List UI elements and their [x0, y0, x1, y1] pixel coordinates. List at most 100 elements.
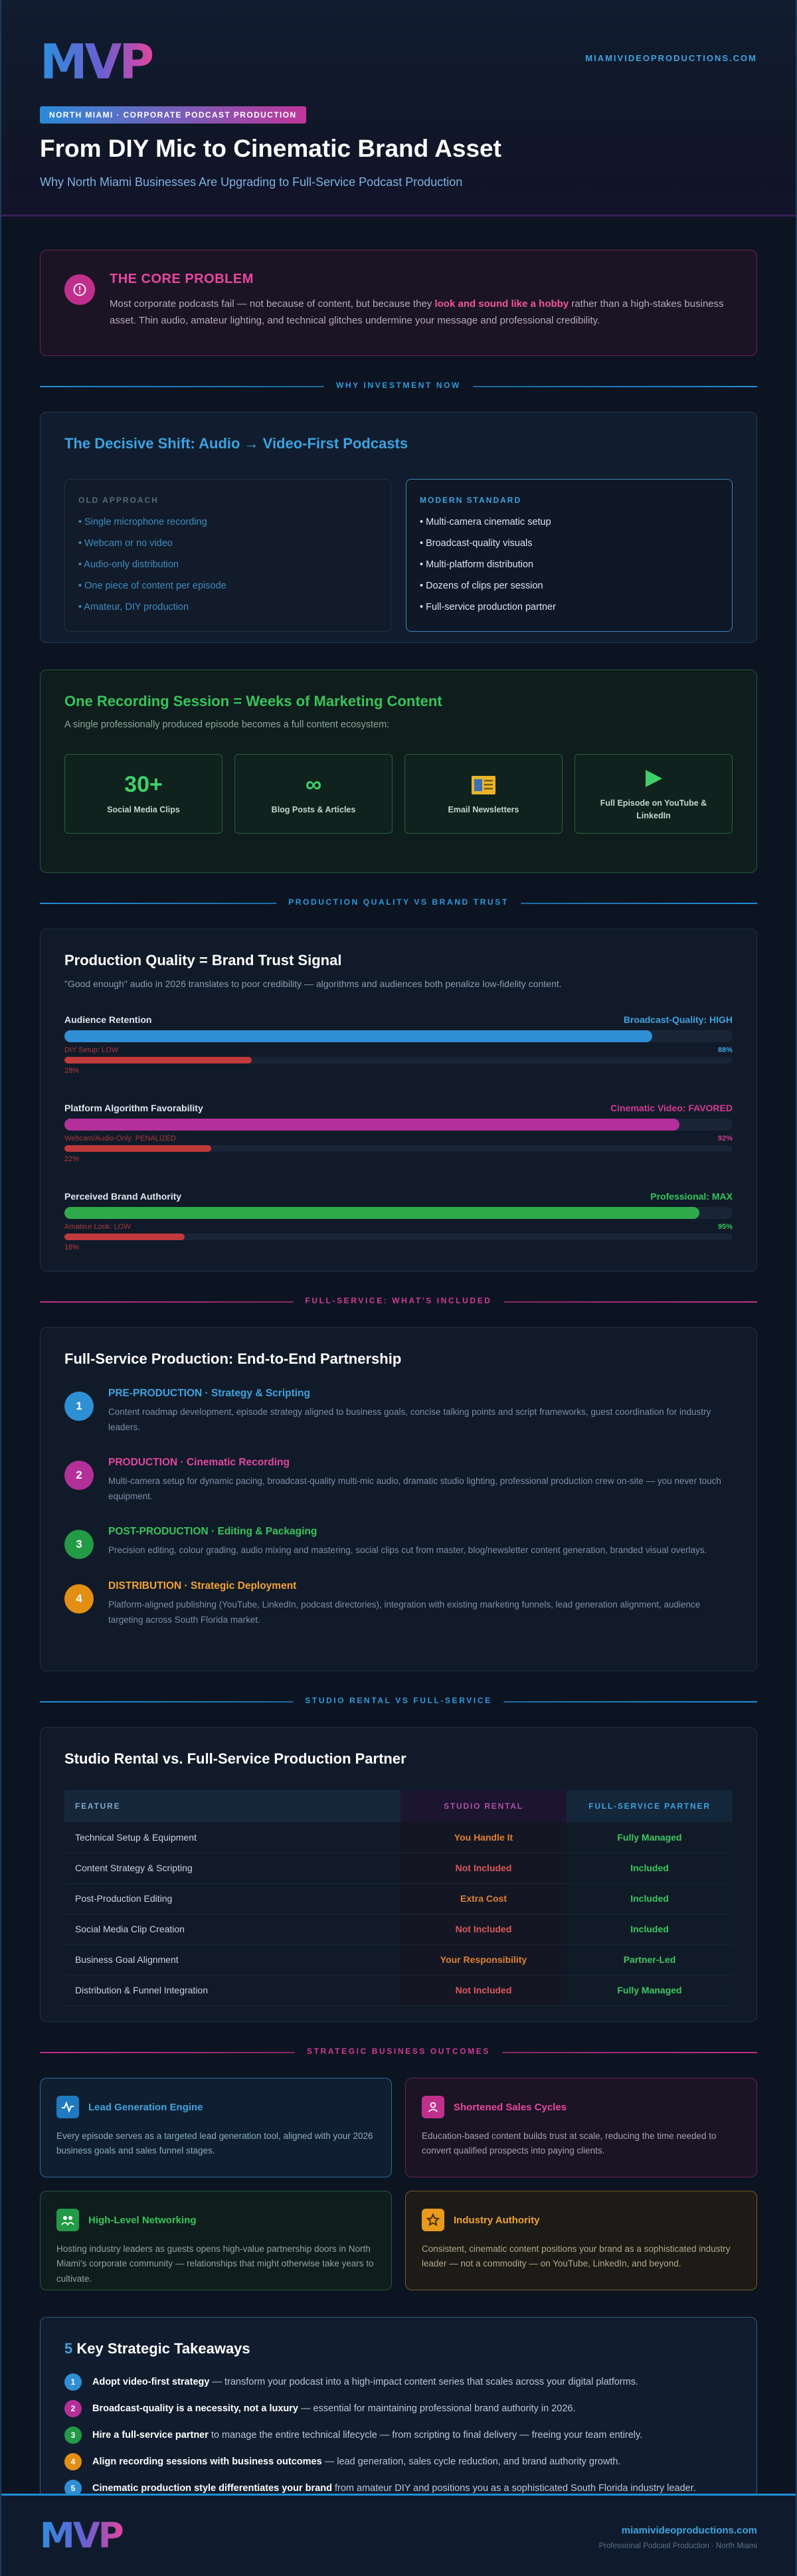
table-row: Social Media Clip Creation Not Included In…: [64, 1914, 733, 1945]
eyebrow-badge: NORTH MIAMI · CORPORATE PODCAST PRODUCTI…: [40, 106, 306, 124]
modern-item: • Dozens of clips per session: [420, 581, 543, 591]
cell-feature: Content Strategy & Scripting: [64, 1853, 400, 1884]
cell-feature: Technical Setup & Equipment: [64, 1822, 400, 1853]
outcome-title: Shortened Sales Cycles: [454, 2101, 567, 2113]
metric-high-pct: 88%: [717, 1046, 733, 1054]
step-description: Precision editing, colour grading, audio…: [108, 1544, 707, 1555]
old-item: • Single microphone recording: [78, 517, 207, 527]
old-item: • One piece of content per episode: [78, 581, 226, 591]
modern-item: • Multi-camera cinematic setup: [420, 517, 551, 527]
newsletter-icon: [471, 772, 496, 798]
site-url-link[interactable]: MIAMIVIDEOPRODUCTIONS.COM: [585, 53, 757, 63]
tile-social-clips: 30+ Social Media Clips: [64, 754, 222, 834]
metric-low-label: Amateur Look: LOW: [64, 1223, 131, 1231]
step-description: Content roadmap development, episode str…: [108, 1407, 711, 1432]
outcome-title: High-Level Networking: [88, 2214, 197, 2226]
takeaway-item: 3 Hire a full-service partner to manage t…: [64, 2427, 733, 2444]
step-title: DISTRIBUTION · Strategic Deployment: [108, 1580, 297, 1592]
cell-studio-rental: Not Included: [400, 1853, 567, 1884]
cell-studio-rental: Not Included: [400, 1975, 567, 2006]
metric-row: Audience Retention Broadcast-Quality: HIG…: [64, 1014, 733, 1075]
outcome-card: Shortened Sales Cycles Education-based co…: [405, 2078, 757, 2177]
svg-text:MVP: MVP: [40, 37, 152, 84]
metric-low-bar: [64, 1234, 733, 1240]
takeaway-item: 4 Align recording sessions with business …: [64, 2453, 733, 2470]
outcome-title: Lead Generation Engine: [88, 2101, 203, 2113]
metric-high-bar: [64, 1119, 733, 1131]
tile-full-episode: Full Episode on YouTube & LinkedIn: [575, 754, 733, 834]
tile-blog-posts: ∞ Blog Posts & Articles: [234, 754, 393, 834]
old-approach-list: • Single microphone recording • Webcam or…: [78, 511, 377, 618]
metric-low-fill: [64, 1234, 185, 1240]
step-title: POST-PRODUCTION · Editing & Packaging: [108, 1525, 317, 1537]
cell-feature: Post-Production Editing: [64, 1883, 400, 1914]
metric-high-fill: [64, 1119, 679, 1131]
metric-row: Perceived Brand Authority Professional: M…: [64, 1191, 733, 1251]
modern-standard-panel: MODERN STANDARD • Multi-camera cinematic…: [406, 479, 733, 632]
metric-high-label: Cinematic Video: FAVORED: [610, 1103, 733, 1113]
core-problem-card: THE CORE PROBLEM Most corporate podcasts…: [40, 250, 757, 356]
service-steps: 1 PRE-PRODUCTION · Strategy & Scripting Co…: [64, 1388, 733, 1628]
modern-standard-label: MODERN STANDARD: [420, 496, 522, 505]
outcome-text: Hosting industry leaders as guests opens…: [56, 2244, 374, 2284]
recording-title: One Recording Session = Weeks of Marketi…: [64, 693, 442, 709]
quality-title: Production Quality = Brand Trust Signal: [64, 952, 342, 968]
footer: MVP miamivideoproductions.com Profession…: [1, 2494, 796, 2576]
takeaway-number-badge: 2: [64, 2400, 82, 2417]
table-row: Content Strategy & Scripting Not Included…: [64, 1853, 733, 1884]
table-row: Post-Production Editing Extra Cost Include…: [64, 1883, 733, 1914]
metric-low-fill: [64, 1057, 252, 1063]
step-number-badge: 1: [64, 1392, 94, 1421]
metric-high-pct: 95%: [717, 1223, 733, 1231]
metric-row: Platform Algorithm Favorability Cinematic…: [64, 1103, 733, 1163]
modern-standard-list: • Multi-camera cinematic setup • Broadcas…: [420, 511, 719, 618]
metric-low-fill: [64, 1145, 212, 1152]
cell-feature: Social Media Clip Creation: [64, 1914, 400, 1945]
svg-text:MVP: MVP: [40, 2517, 123, 2551]
metric-name: Audience Retention: [64, 1014, 152, 1025]
count-30-icon: 30+: [124, 772, 163, 798]
service-step: 1 PRE-PRODUCTION · Strategy & Scripting Co…: [64, 1388, 733, 1435]
header-studio-rental: STUDIO RENTAL: [400, 1790, 567, 1822]
recording-session-card: One Recording Session = Weeks of Marketi…: [40, 670, 757, 873]
alert-icon: [64, 274, 95, 305]
metric-high-fill: [64, 1030, 653, 1042]
outcome-text: Every episode serves as a targeted lead …: [56, 2131, 373, 2156]
old-item: • Audio-only distribution: [78, 559, 179, 570]
cell-studio-rental: You Handle It: [400, 1822, 567, 1853]
takeaway-number-badge: 4: [64, 2453, 82, 2470]
quality-metrics: Audience Retention Broadcast-Quality: HIG…: [64, 1014, 733, 1251]
divider-quality: PRODUCTION QUALITY VS BRAND TRUST: [40, 897, 757, 910]
comparison-table: FEATURE STUDIO RENTAL FULL-SERVICE PARTN…: [64, 1790, 733, 2006]
takeaway-number-badge: 1: [64, 2373, 82, 2391]
table-row: Technical Setup & Equipment You Handle It…: [64, 1822, 733, 1853]
cell-full-service: Included: [567, 1883, 733, 1914]
footer-url-link[interactable]: miamivideoproductions.com: [621, 2525, 757, 2536]
outcome-card: High-Level Networking Hosting industry le…: [40, 2191, 392, 2290]
metric-high-fill: [64, 1207, 699, 1219]
divider-fullservice: FULL-SERVICE: WHAT'S INCLUDED: [40, 1295, 757, 1309]
outcome-text: Education-based content builds trust at …: [422, 2131, 717, 2156]
problem-highlight: look and sound like a hobby: [434, 298, 569, 310]
header-full-service: FULL-SERVICE PARTNER: [567, 1790, 733, 1822]
metric-high-bar: [64, 1030, 733, 1042]
takeaway-text: Cinematic production style differentiate…: [92, 2483, 696, 2494]
service-step: 2 PRODUCTION · Cinematic Recording Multi-c…: [64, 1457, 733, 1505]
cell-full-service: Fully Managed: [567, 1975, 733, 2006]
takeaway-text: Adopt video-first strategy — transform y…: [92, 2377, 638, 2387]
service-step: 4 DISTRIBUTION · Strategic Deployment Plat…: [64, 1580, 733, 1628]
problem-title: THE CORE PROBLEM: [110, 272, 254, 286]
takeaway-item: 5 Cinematic production style differentiat…: [64, 2480, 733, 2497]
cell-full-service: Included: [567, 1853, 733, 1884]
modern-item: • Broadcast-quality visuals: [420, 538, 533, 549]
footer-mvp-logo: MVP: [40, 2517, 124, 2551]
takeaway-text: Hire a full-service partner to manage th…: [92, 2430, 643, 2440]
outcome-title: Industry Authority: [454, 2214, 540, 2226]
metric-low-bar: [64, 1057, 733, 1063]
main-content: THE CORE PROBLEM Most corporate podcasts…: [1, 250, 796, 2531]
takeaway-number-badge: 3: [64, 2427, 82, 2444]
comparison-card: Studio Rental vs. Full-Service Productio…: [40, 1727, 757, 2022]
takeaways-list: 1 Adopt video-first strategy — transform …: [64, 2373, 733, 2497]
footer-tagline: Professional Podcast Production · North …: [598, 2542, 757, 2550]
shift-title: The Decisive Shift: Audio → Video-First …: [64, 435, 408, 452]
